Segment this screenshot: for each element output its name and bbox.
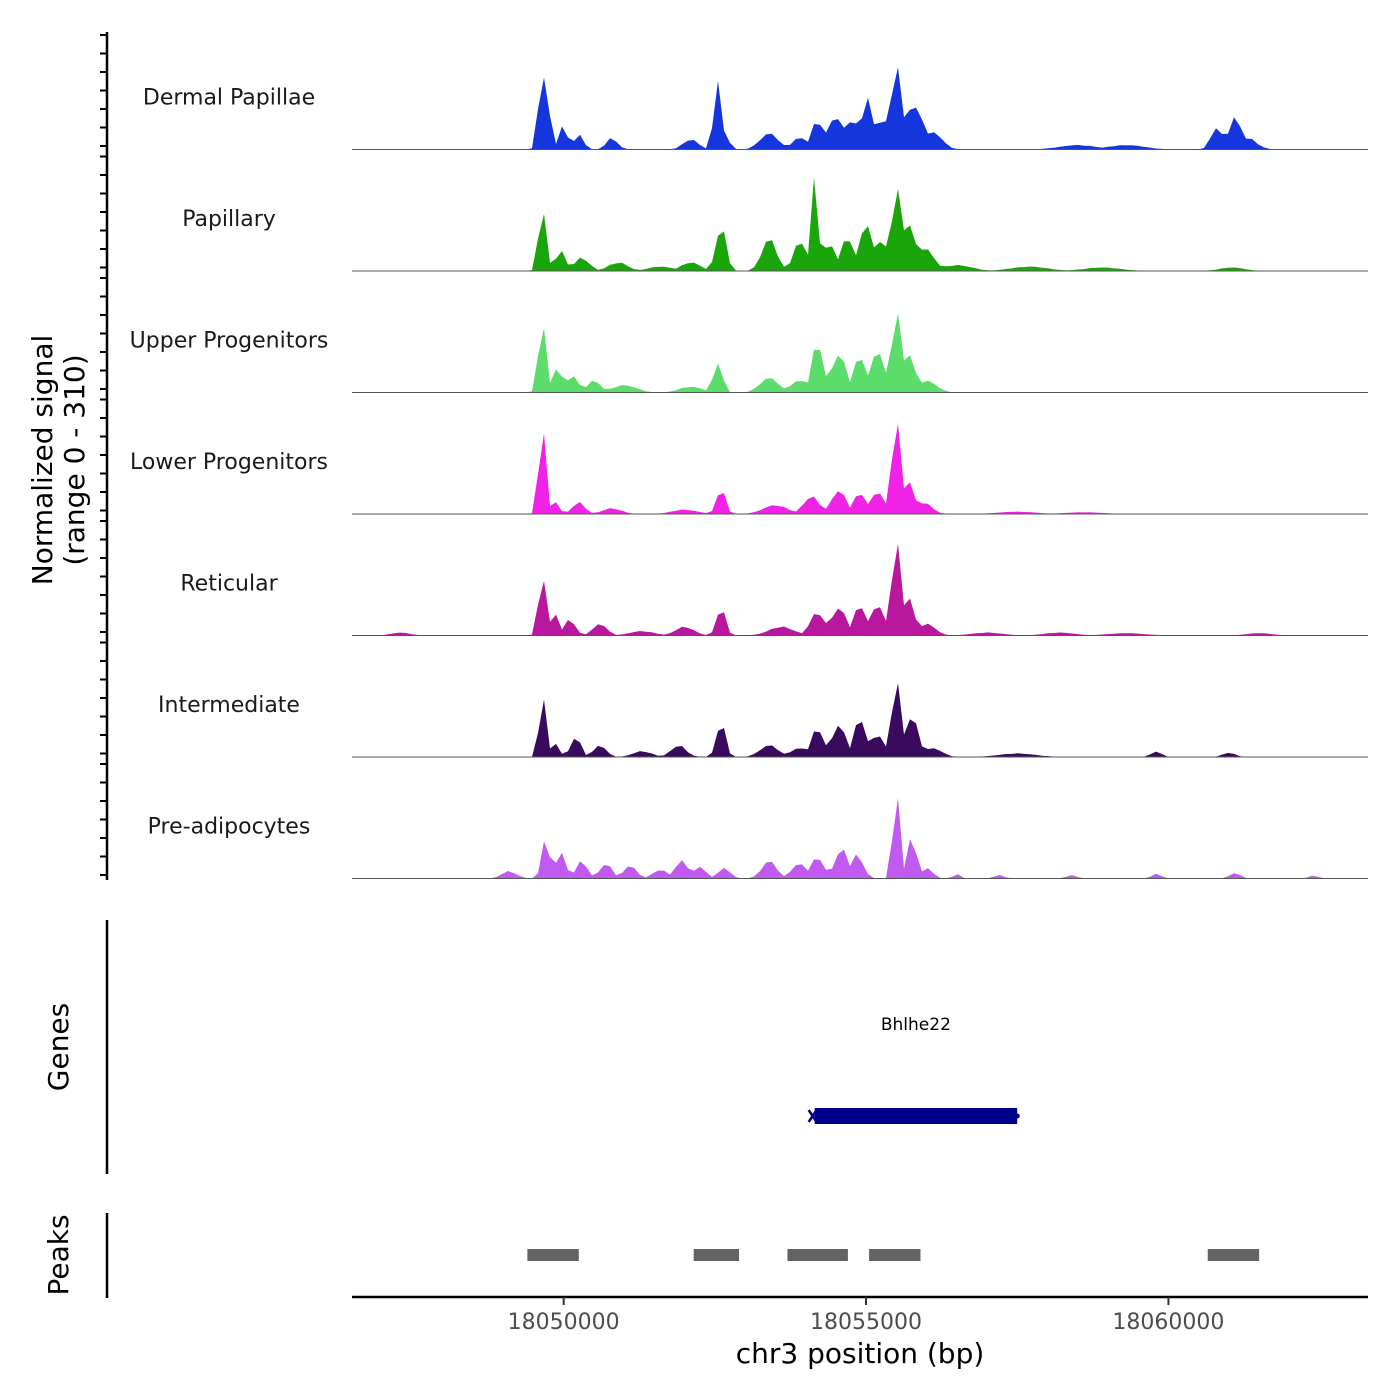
signal-area [352, 683, 1368, 757]
signal-area [352, 423, 1368, 514]
track-papillary: Papillary [182, 177, 1368, 272]
x-tick-label: 18055000 [810, 1310, 922, 1335]
track-label: Pre-adipocytes [148, 815, 311, 840]
gene-body [814, 1108, 1018, 1124]
signal-area [352, 797, 1368, 879]
x-axis: chr3 position (bp) 18050000 18055000 18060… [352, 1295, 1368, 1370]
track-reticular: Reticular [180, 543, 1368, 636]
peak-region [787, 1249, 848, 1261]
track-label: Intermediate [158, 693, 300, 718]
peaks-track: Peaks [42, 1213, 1260, 1298]
peaks-track-label: Peaks [42, 1214, 75, 1295]
x-axis-title: chr3 position (bp) [736, 1337, 985, 1370]
signal-tracks: Dermal Papillae Papillary Upper Progenitor… [130, 67, 1368, 879]
signal-area [352, 543, 1368, 636]
signal-area [352, 67, 1368, 150]
track-pre-adipocytes: Pre-adipocytes [148, 797, 1368, 879]
y-axis-range: (range 0 - 310) [58, 354, 91, 565]
x-tick-label: 18060000 [1112, 1310, 1224, 1335]
peak-region [869, 1249, 921, 1261]
signal-y-axis [100, 32, 109, 880]
peak-region [693, 1249, 740, 1261]
gene-track-label: Genes [42, 1003, 75, 1091]
track-intermediate: Intermediate [158, 683, 1368, 758]
signal-area [352, 177, 1368, 271]
peak-region [1207, 1249, 1260, 1261]
y-axis-title: Normalized signal [26, 335, 59, 586]
gene-start-marker [807, 1109, 818, 1123]
track-dermal-papillae: Dermal Papillae [143, 67, 1368, 150]
track-lower-progenitors: Lower Progenitors [130, 423, 1368, 515]
track-upper-progenitors: Upper Progenitors [130, 313, 1368, 393]
gene-name-label: Bhlhe22 [881, 1015, 951, 1035]
peak-region [527, 1249, 579, 1261]
track-label: Reticular [180, 572, 278, 597]
signal-area [352, 313, 1368, 393]
track-label: Papillary [182, 207, 276, 232]
gene-end-marker [1014, 1113, 1020, 1119]
track-label: Lower Progenitors [130, 450, 328, 475]
track-label: Upper Progenitors [130, 329, 329, 354]
x-tick-label: 18050000 [508, 1310, 620, 1335]
gene-track: Genes Bhlhe22 [42, 920, 1020, 1174]
track-label: Dermal Papillae [143, 86, 315, 111]
